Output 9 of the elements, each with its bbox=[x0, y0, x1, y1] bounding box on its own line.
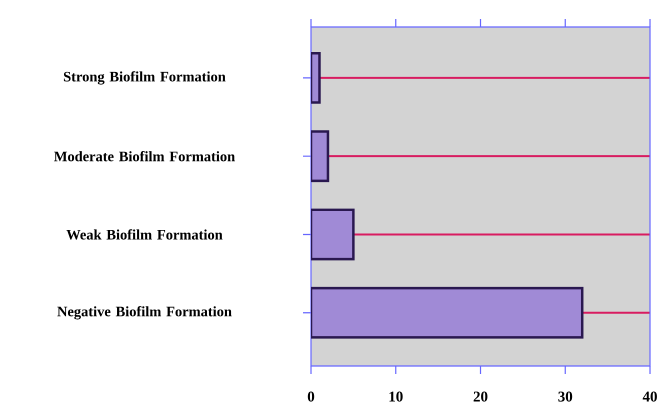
x-tick-label: 10 bbox=[389, 392, 403, 402]
x-tick-label: 20 bbox=[474, 392, 488, 402]
y-tick-label: Negative Biofilm Formation bbox=[57, 306, 232, 320]
y-tick-label: Moderate Biofilm Formation bbox=[54, 151, 235, 162]
x-tick-label: 30 bbox=[558, 392, 572, 402]
y-tick-label: Weak Biofilm Formation bbox=[66, 229, 223, 240]
y-tick-label: Strong Biofilm Formation bbox=[64, 71, 226, 85]
x-tick-label: 0 bbox=[308, 392, 314, 402]
x-tick-label: 40 bbox=[642, 392, 657, 402]
